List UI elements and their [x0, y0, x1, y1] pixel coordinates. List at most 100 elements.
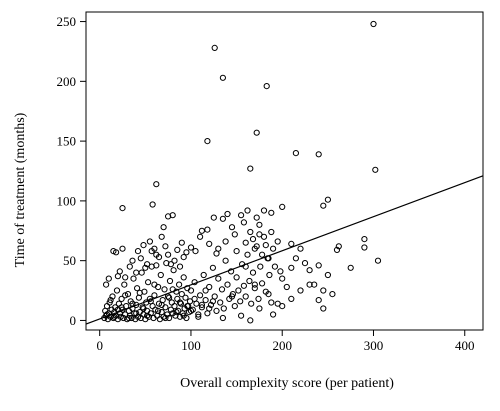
- data-point: [130, 275, 137, 282]
- data-point: [259, 280, 266, 287]
- data-point: [244, 207, 251, 214]
- y-tick-label: 50: [63, 253, 76, 268]
- data-point: [233, 248, 240, 255]
- data-point: [180, 274, 187, 281]
- x-tick-label: 200: [272, 338, 292, 353]
- data-point: [260, 233, 268, 240]
- data-point: [260, 207, 268, 214]
- data-point: [109, 293, 116, 300]
- data-point: [211, 44, 218, 52]
- data-point: [155, 254, 163, 261]
- data-point: [195, 311, 202, 318]
- data-point: [191, 295, 198, 302]
- data-point: [151, 245, 158, 252]
- data-point: [320, 202, 327, 209]
- data-point: [347, 264, 354, 271]
- data-point: [195, 313, 202, 320]
- data-point: [279, 275, 286, 282]
- data-point: [119, 245, 126, 252]
- data-point: [233, 274, 240, 281]
- data-point: [206, 283, 213, 291]
- data-point: [134, 248, 142, 255]
- data-point: [320, 305, 327, 312]
- data-point: [135, 294, 142, 301]
- data-point: [206, 305, 213, 312]
- data-point: [177, 300, 184, 307]
- data-point: [153, 181, 160, 188]
- data-point: [158, 301, 165, 308]
- data-point: [140, 305, 147, 312]
- data-point: [206, 240, 213, 247]
- data-point: [198, 301, 205, 308]
- x-tick-label: 400: [455, 338, 475, 353]
- data-point: [251, 281, 258, 288]
- data-point: [209, 298, 216, 305]
- data-point: [180, 254, 187, 261]
- data-point: [118, 304, 125, 311]
- data-point: [137, 255, 144, 262]
- data-point: [324, 271, 331, 279]
- data-point: [133, 310, 140, 317]
- data-point: [237, 298, 244, 305]
- data-point: [370, 20, 377, 28]
- data-point: [121, 281, 128, 288]
- data-point: [268, 228, 275, 236]
- data-point: [197, 233, 204, 240]
- x-axis-title: Overall complexity score (per patient): [180, 376, 394, 391]
- data-point: [125, 314, 132, 322]
- data-point: [288, 295, 295, 302]
- data-point: [251, 245, 258, 252]
- data-point: [288, 264, 295, 271]
- data-point: [231, 231, 238, 238]
- data-point: [128, 314, 135, 322]
- data-point: [174, 295, 181, 302]
- data-point: [166, 294, 173, 301]
- data-point: [244, 251, 251, 258]
- data-points: [85, 20, 484, 325]
- data-point: [242, 293, 249, 300]
- data-point: [129, 257, 136, 264]
- data-point: [222, 238, 229, 245]
- data-point: [139, 304, 146, 311]
- data-point: [374, 257, 382, 264]
- data-point: [240, 219, 247, 226]
- data-point: [202, 297, 209, 304]
- data-point: [215, 275, 222, 282]
- data-point: [274, 238, 281, 245]
- data-point: [173, 309, 180, 316]
- data-point: [301, 260, 309, 267]
- data-point: [277, 268, 284, 275]
- data-point: [162, 243, 169, 250]
- data-point: [164, 311, 171, 318]
- data-point: [219, 215, 226, 222]
- data-point: [133, 269, 140, 276]
- data-point: [166, 314, 173, 322]
- data-point: [126, 263, 133, 270]
- data-point: [187, 307, 195, 314]
- data-point: [231, 303, 238, 310]
- data-point: [165, 213, 172, 220]
- data-point: [116, 268, 123, 275]
- data-point: [240, 282, 247, 289]
- data-point: [180, 312, 187, 319]
- data-point: [315, 297, 322, 304]
- data-point: [324, 196, 331, 203]
- data-point: [107, 297, 114, 304]
- data-point: [113, 249, 120, 256]
- data-point: [270, 245, 277, 252]
- data-point: [184, 303, 191, 310]
- data-point: [209, 264, 216, 271]
- data-point: [202, 287, 209, 294]
- data-point: [207, 301, 215, 308]
- data-point: [210, 214, 217, 221]
- data-point: [167, 261, 174, 268]
- data-point: [103, 311, 111, 318]
- data-point: [171, 257, 178, 264]
- data-point: [228, 293, 236, 300]
- data-point: [266, 271, 273, 279]
- data-point: [183, 249, 190, 256]
- data-point: [149, 201, 156, 208]
- data-point: [292, 255, 299, 262]
- data-point: [251, 285, 258, 292]
